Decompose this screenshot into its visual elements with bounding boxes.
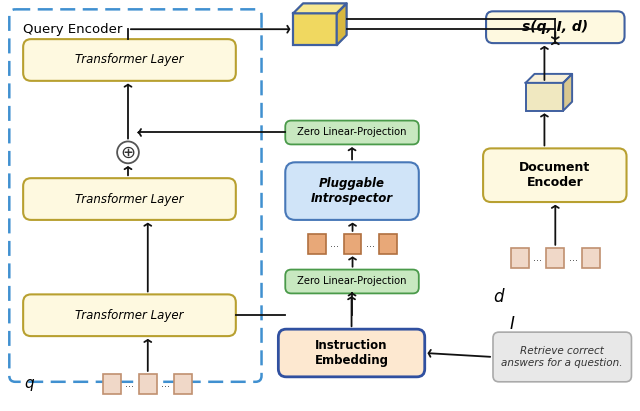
Text: q: q <box>24 376 34 391</box>
Bar <box>308 234 326 254</box>
Text: Transformer Layer: Transformer Layer <box>76 309 184 322</box>
Text: ...: ... <box>568 253 578 263</box>
FancyBboxPatch shape <box>23 178 236 220</box>
FancyBboxPatch shape <box>486 12 625 43</box>
Bar <box>175 374 192 394</box>
Text: ...: ... <box>125 379 134 389</box>
Text: s(q, I, d): s(q, I, d) <box>522 20 588 34</box>
FancyBboxPatch shape <box>23 294 236 336</box>
FancyBboxPatch shape <box>278 329 425 377</box>
FancyBboxPatch shape <box>23 39 236 81</box>
Bar <box>103 374 121 394</box>
Polygon shape <box>293 3 347 13</box>
Polygon shape <box>563 74 572 111</box>
Bar <box>293 13 337 45</box>
Bar <box>380 234 397 254</box>
FancyBboxPatch shape <box>285 162 419 220</box>
FancyBboxPatch shape <box>285 270 419 293</box>
Text: ...: ... <box>366 239 375 249</box>
Polygon shape <box>525 74 572 83</box>
Text: ...: ... <box>533 253 542 263</box>
Bar <box>525 83 563 111</box>
Text: Pluggable
Introspector: Pluggable Introspector <box>311 177 393 205</box>
Circle shape <box>117 141 139 163</box>
Text: Instruction
Embedding: Instruction Embedding <box>314 339 388 367</box>
FancyBboxPatch shape <box>285 120 419 144</box>
Text: d: d <box>493 289 504 306</box>
Text: Query Encoder: Query Encoder <box>23 23 122 36</box>
FancyBboxPatch shape <box>493 332 632 382</box>
Text: Retrieve correct
answers for a question.: Retrieve correct answers for a question. <box>502 346 623 368</box>
FancyBboxPatch shape <box>483 148 627 202</box>
Text: Zero Linear-Projection: Zero Linear-Projection <box>298 127 407 138</box>
Text: ...: ... <box>330 239 339 249</box>
Bar <box>582 248 600 268</box>
Polygon shape <box>337 3 347 45</box>
Text: Zero Linear-Projection: Zero Linear-Projection <box>298 277 407 286</box>
Bar <box>344 234 362 254</box>
Text: ...: ... <box>161 379 170 389</box>
Text: Transformer Layer: Transformer Layer <box>76 192 184 206</box>
Text: Document
Encoder: Document Encoder <box>519 161 591 189</box>
Bar <box>139 374 157 394</box>
Text: I: I <box>509 315 514 333</box>
Text: Transformer Layer: Transformer Layer <box>76 53 184 67</box>
Bar <box>511 248 529 268</box>
Bar <box>547 248 564 268</box>
Text: ⊕: ⊕ <box>120 143 136 162</box>
